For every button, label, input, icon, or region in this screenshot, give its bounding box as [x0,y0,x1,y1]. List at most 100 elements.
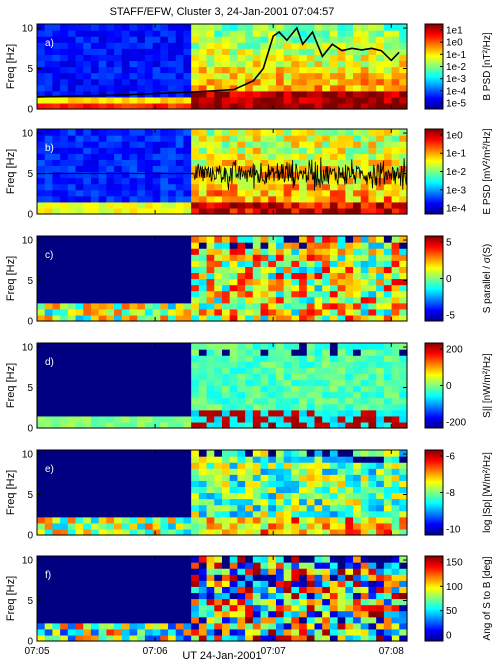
heatmap-cell [237,634,246,642]
heatmap-cell [275,592,285,600]
heatmap-cell [222,314,231,322]
heatmap-cell [268,450,277,457]
heatmap-cell [299,290,308,298]
heatmap-cell [299,66,308,74]
heatmap-cell [168,90,177,98]
heatmap-cell [52,361,61,368]
heatmap-cell [137,486,146,494]
heatmap-cell [383,66,393,74]
heatmap-cell [229,379,239,387]
heatmap-cell [137,592,146,600]
heatmap-cell [229,207,239,215]
heatmap-cell [275,634,285,642]
heatmap-cell [175,84,185,92]
heatmap-cell [299,616,308,624]
heatmap-cell [260,592,269,600]
heatmap-cell [391,361,400,368]
heatmap-cell [144,242,154,249]
heatmap-cell [137,195,146,203]
heatmap-cell [98,254,107,261]
heatmap-cell [106,308,115,316]
heatmap-cell [383,385,393,393]
heatmap-cell [175,379,185,387]
heatmap-cell [90,78,100,86]
heatmap-cell [329,302,339,310]
heatmap-cell [306,189,316,197]
heatmap-cell [353,580,362,587]
heatmap-cell [98,78,107,86]
heatmap-cell [191,562,200,569]
heatmap-cell [168,195,177,203]
heatmap-cell [291,586,300,594]
heatmap-cell [376,634,385,642]
heatmap-cell [360,468,370,475]
heatmap-cell [337,42,346,49]
heatmap-cell [291,450,300,457]
heatmap-cell [275,36,285,43]
heatmap-cell [168,556,177,563]
heatmap-cell [121,361,131,368]
heatmap-cell [299,379,308,387]
heatmap-cell [75,355,84,362]
heatmap-cell [291,610,300,618]
heatmap-cell [314,278,323,286]
heatmap-cell [345,480,354,488]
heatmap-cell [283,278,292,286]
heatmap-cell [376,610,385,618]
heatmap-cell [252,516,262,524]
heatmap-cell [129,492,138,500]
heatmap-cell [121,504,131,512]
heatmap-cell [383,236,393,243]
heatmap-cell [368,147,377,154]
axes-frame [36,23,408,110]
heatmap-cell [268,171,277,179]
heatmap-cell [252,391,262,399]
heatmap-cell [198,580,208,587]
x-tick-label: 07:07 [261,646,286,657]
heatmap-cell [98,492,107,500]
heatmap-cell [206,568,215,575]
heatmap-cell [399,135,408,142]
heatmap-cell [376,486,385,494]
heatmap-cell [175,24,185,31]
heatmap-cell [322,135,331,142]
heatmap-cell [37,385,46,393]
heatmap-cell [291,42,300,49]
heatmap-cell [106,616,115,624]
heatmap-cell [214,84,223,92]
heatmap-cell [245,84,254,92]
heatmap-cell [314,504,323,512]
heatmap-cell [67,183,77,191]
heatmap-cell [160,278,169,286]
heatmap-cell [114,236,123,243]
heatmap-cell [283,616,292,624]
heatmap-cell [360,373,370,381]
heatmap-cell [175,574,185,581]
heatmap-cell [175,147,185,154]
heatmap-cell [260,24,269,31]
heatmap-cell [399,604,408,612]
heatmap-cell [168,474,177,481]
heatmap-cell [129,278,138,286]
heatmap-cell [198,592,208,600]
heatmap-cell [175,272,185,280]
heatmap-cell [322,96,331,104]
heatmap-cell [214,504,223,512]
heatmap-cell [144,349,154,356]
heatmap-cell [353,84,362,92]
heatmap-cell [283,415,292,423]
heatmap-cell [345,385,354,393]
heatmap-cell [245,135,254,142]
heatmap-cell [368,254,377,261]
heatmap-cell [60,450,69,457]
heatmap-cell [137,634,146,642]
heatmap-cell [237,580,246,587]
heatmap-cell [275,177,285,185]
heatmap-cell [260,72,269,80]
heatmap-cell [299,177,308,185]
heatmap-cell [222,254,231,261]
heatmap-cell [237,272,246,280]
heatmap-cell [353,159,362,167]
heatmap-cell [198,66,208,74]
